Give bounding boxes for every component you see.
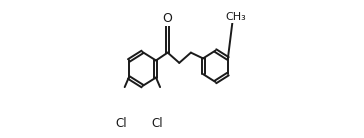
Text: Cl: Cl bbox=[115, 117, 127, 130]
Text: O: O bbox=[163, 12, 173, 25]
Text: CH₃: CH₃ bbox=[226, 12, 246, 22]
Text: Cl: Cl bbox=[151, 117, 163, 130]
